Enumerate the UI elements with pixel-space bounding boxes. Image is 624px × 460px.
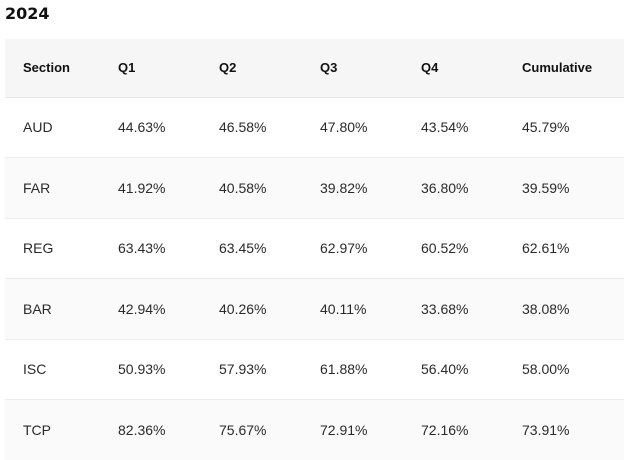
cell-q1: 63.43% [100, 218, 201, 279]
cell-section: ISC [5, 339, 100, 400]
cell-q4: 56.40% [403, 339, 504, 400]
cell-q2: 40.26% [201, 278, 302, 340]
cell-cumulative: 39.59% [504, 157, 624, 219]
cell-q4: 36.80% [403, 157, 504, 219]
cell-cumulative: 38.08% [504, 278, 624, 340]
cell-q1: 42.94% [100, 278, 201, 340]
cell-q4: 60.52% [403, 218, 504, 279]
cell-q2: 57.93% [201, 339, 302, 400]
page-title: 2024 [5, 4, 50, 23]
table-row: ISC 50.93% 57.93% 61.88% 56.40% 58.00% [5, 339, 624, 400]
header-q4: Q4 [403, 39, 504, 98]
header-cumulative: Cumulative [504, 39, 624, 98]
table-header-row: Section Q1 Q2 Q3 Q4 Cumulative [5, 39, 624, 98]
table-row: BAR 42.94% 40.26% 40.11% 33.68% 38.08% [5, 278, 624, 340]
cell-q3: 40.11% [302, 278, 403, 340]
table-row: AUD 44.63% 46.58% 47.80% 43.54% 45.79% [5, 97, 624, 158]
cell-q4: 72.16% [421, 422, 469, 438]
table-row: REG 63.43% 63.45% 62.97% 60.52% 62.61% [5, 218, 624, 279]
cell-section: FAR [5, 157, 100, 219]
cell-q2: 63.45% [201, 218, 302, 279]
header-q1: Q1 [100, 39, 201, 98]
cell-section: REG [5, 218, 100, 279]
header-q2: Q2 [201, 39, 302, 98]
cell-q2: 46.58% [201, 97, 302, 158]
cell-q4: 43.54% [403, 97, 504, 158]
cell-q1: 50.93% [100, 339, 201, 400]
cell-section: TCP [23, 422, 51, 438]
cell-q3: 61.88% [302, 339, 403, 400]
header-section: Section [5, 39, 100, 98]
cell-section: BAR [5, 278, 100, 340]
cell-q2: 75.67% [219, 422, 267, 438]
cell-q1: 44.63% [100, 97, 201, 158]
cell-q1: 41.92% [100, 157, 201, 219]
pass-rate-table: Section Q1 Q2 Q3 Q4 Cumulative AUD 44.63… [5, 39, 624, 460]
cell-q3: 39.82% [302, 157, 403, 219]
header-q3: Q3 [302, 39, 403, 98]
cell-cumulative: 58.00% [504, 339, 624, 400]
cell-q3: 47.80% [302, 97, 403, 158]
cell-q3: 72.91% [320, 422, 368, 438]
cell-cumulative: 73.91% [522, 422, 570, 438]
cell-q3: 62.97% [302, 218, 403, 279]
table-row: FAR 41.92% 40.58% 39.82% 36.80% 39.59% [5, 157, 624, 219]
cell-section: AUD [5, 97, 100, 158]
table-row: TCP 82.36% 75.67% 72.91% 72.16% 73.91% [5, 399, 624, 460]
cell-q1: 82.36% [118, 422, 166, 438]
cell-cumulative: 45.79% [504, 97, 624, 158]
cell-q2: 40.58% [201, 157, 302, 219]
cell-cumulative: 62.61% [504, 218, 624, 279]
cell-q4: 33.68% [403, 278, 504, 340]
